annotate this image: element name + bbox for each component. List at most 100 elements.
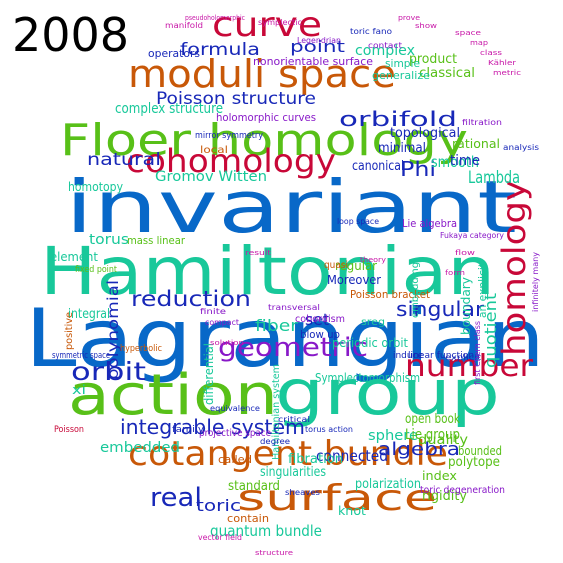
cloud-word: number	[405, 349, 534, 384]
cloud-word: natural	[87, 150, 161, 170]
cloud-word: torus action	[305, 425, 353, 434]
cloud-word: formula	[180, 40, 260, 60]
cloud-word: result	[245, 249, 271, 257]
cloud-word: symmetric space	[52, 351, 110, 361]
cloud-word: homotopy	[68, 180, 123, 194]
cloud-word: Floer homology	[60, 115, 468, 166]
cloud-word: fixed point	[75, 265, 117, 275]
cloud-word: index	[422, 469, 457, 483]
cloud-word: sheaves	[285, 488, 320, 497]
cloud-word: manifold	[165, 21, 203, 30]
cloud-word: Symplectomorphism	[315, 371, 420, 385]
cloud-word: toric	[196, 496, 241, 515]
cloud-word: invariant	[65, 165, 517, 249]
cloud-word: simple	[385, 57, 420, 70]
cloud-word: connected	[316, 447, 388, 465]
cloud-word: integrable system	[120, 415, 305, 439]
cloud-word: Hamiltonian	[40, 233, 495, 310]
cloud-word: element	[50, 250, 98, 264]
cloud-word: solution	[210, 339, 244, 347]
cloud-word: Poisson bracket	[350, 288, 431, 301]
cloud-word: degree	[260, 437, 290, 446]
cloud-word: Poisson structure	[156, 89, 316, 109]
cloud-word: map	[470, 39, 489, 47]
cloud-word: canonical	[352, 159, 404, 174]
cloud-word: analysis	[503, 143, 539, 152]
cloud-word: real	[150, 483, 202, 513]
cloud-word: hyperbolic	[120, 344, 162, 354]
cloud-word: toric degeneration	[420, 485, 505, 496]
cloud-word: product	[409, 52, 457, 67]
cloud-word: duality	[418, 433, 468, 448]
cloud-word: differential	[202, 343, 216, 405]
cloud-word: family	[172, 425, 205, 435]
cloud-word: moduli space	[128, 52, 396, 96]
cloud-word: structure	[255, 549, 293, 557]
cloud-word: singular	[396, 297, 485, 321]
cloud-word: induce	[393, 351, 423, 361]
cloud-word: Lie group	[405, 427, 460, 443]
cloud-word: embedded	[100, 440, 180, 456]
cloud-word: an explicit	[476, 262, 489, 318]
cloud-word: geometric	[218, 333, 368, 363]
cloud-word: integral	[68, 307, 110, 322]
cloud-word: metric	[493, 69, 521, 77]
cloud-word: bounded	[458, 444, 502, 458]
cloud-word: form	[445, 269, 465, 277]
cloud-word: boundary	[459, 277, 473, 335]
cloud-word: rigidity	[422, 489, 467, 504]
cloud-word: mirror symmetry	[195, 131, 264, 141]
cloud-word: flow	[455, 249, 475, 257]
cloud-word: equivalence	[210, 404, 260, 413]
cloud-word: topological	[390, 126, 460, 141]
cloud-word: vector field	[198, 533, 242, 542]
cloud-word: compact	[205, 318, 239, 327]
cloud-word: homology	[495, 180, 533, 356]
cloud-word: loop space	[337, 217, 379, 226]
cloud-word: holomorphic curves	[216, 111, 316, 124]
cloud-word: orbifold	[339, 107, 457, 131]
cloud-word: singularities	[260, 465, 326, 480]
cloud-word: Lie algebra	[402, 217, 457, 230]
cloud-word: cotangent bundle	[128, 434, 448, 474]
cloud-word: Fukaya category	[440, 231, 504, 240]
cloud-word: surface	[237, 478, 437, 519]
cloud-word: Legendrian	[297, 36, 341, 45]
cloud-word: embedding	[410, 262, 421, 318]
cloud-word: infinitely many	[531, 252, 540, 312]
cloud-word: transversal	[268, 303, 320, 312]
cloud-word: prove	[398, 14, 420, 22]
cloud-word: symplectic	[258, 18, 302, 27]
cloud-word: point	[290, 37, 345, 56]
cloud-word: positive	[64, 312, 75, 350]
cloud-word: quantum bundle	[210, 522, 322, 540]
cloud-word: local	[200, 145, 228, 156]
cloud-word: polytope	[448, 455, 500, 470]
cloud-word: torus	[89, 232, 129, 248]
cloud-word: action	[68, 363, 278, 428]
cloud-word: rational	[452, 137, 500, 151]
cloud-word: reduction	[131, 287, 251, 311]
cloud-word: first Chern class	[473, 321, 482, 385]
cloud-word: quotient	[481, 293, 500, 368]
cloud-word: show	[415, 22, 437, 30]
cloud-word: nonorientable surface	[253, 55, 373, 68]
cloud-word: theory	[360, 256, 386, 264]
cloud-word: space	[455, 29, 481, 37]
cloud-word: open book	[405, 412, 460, 427]
cloud-word: Gromov Witten	[155, 169, 267, 185]
cloud-word: Hamiltonian system	[271, 364, 282, 460]
cloud-word: cobordism	[295, 314, 345, 325]
cloud-word: filtration	[462, 118, 502, 127]
cloud-word: regular	[335, 259, 377, 273]
cloud-word: polynomial	[104, 280, 122, 380]
cloud-word: Lambda	[468, 168, 520, 188]
cloud-word: explicit	[445, 353, 481, 362]
cloud-word: curve	[212, 5, 322, 45]
cloud-word: Poisson	[54, 425, 84, 435]
cloud-word: called	[218, 453, 252, 466]
cloud-word: linear function	[408, 351, 474, 361]
cloud-word: class	[480, 49, 502, 57]
